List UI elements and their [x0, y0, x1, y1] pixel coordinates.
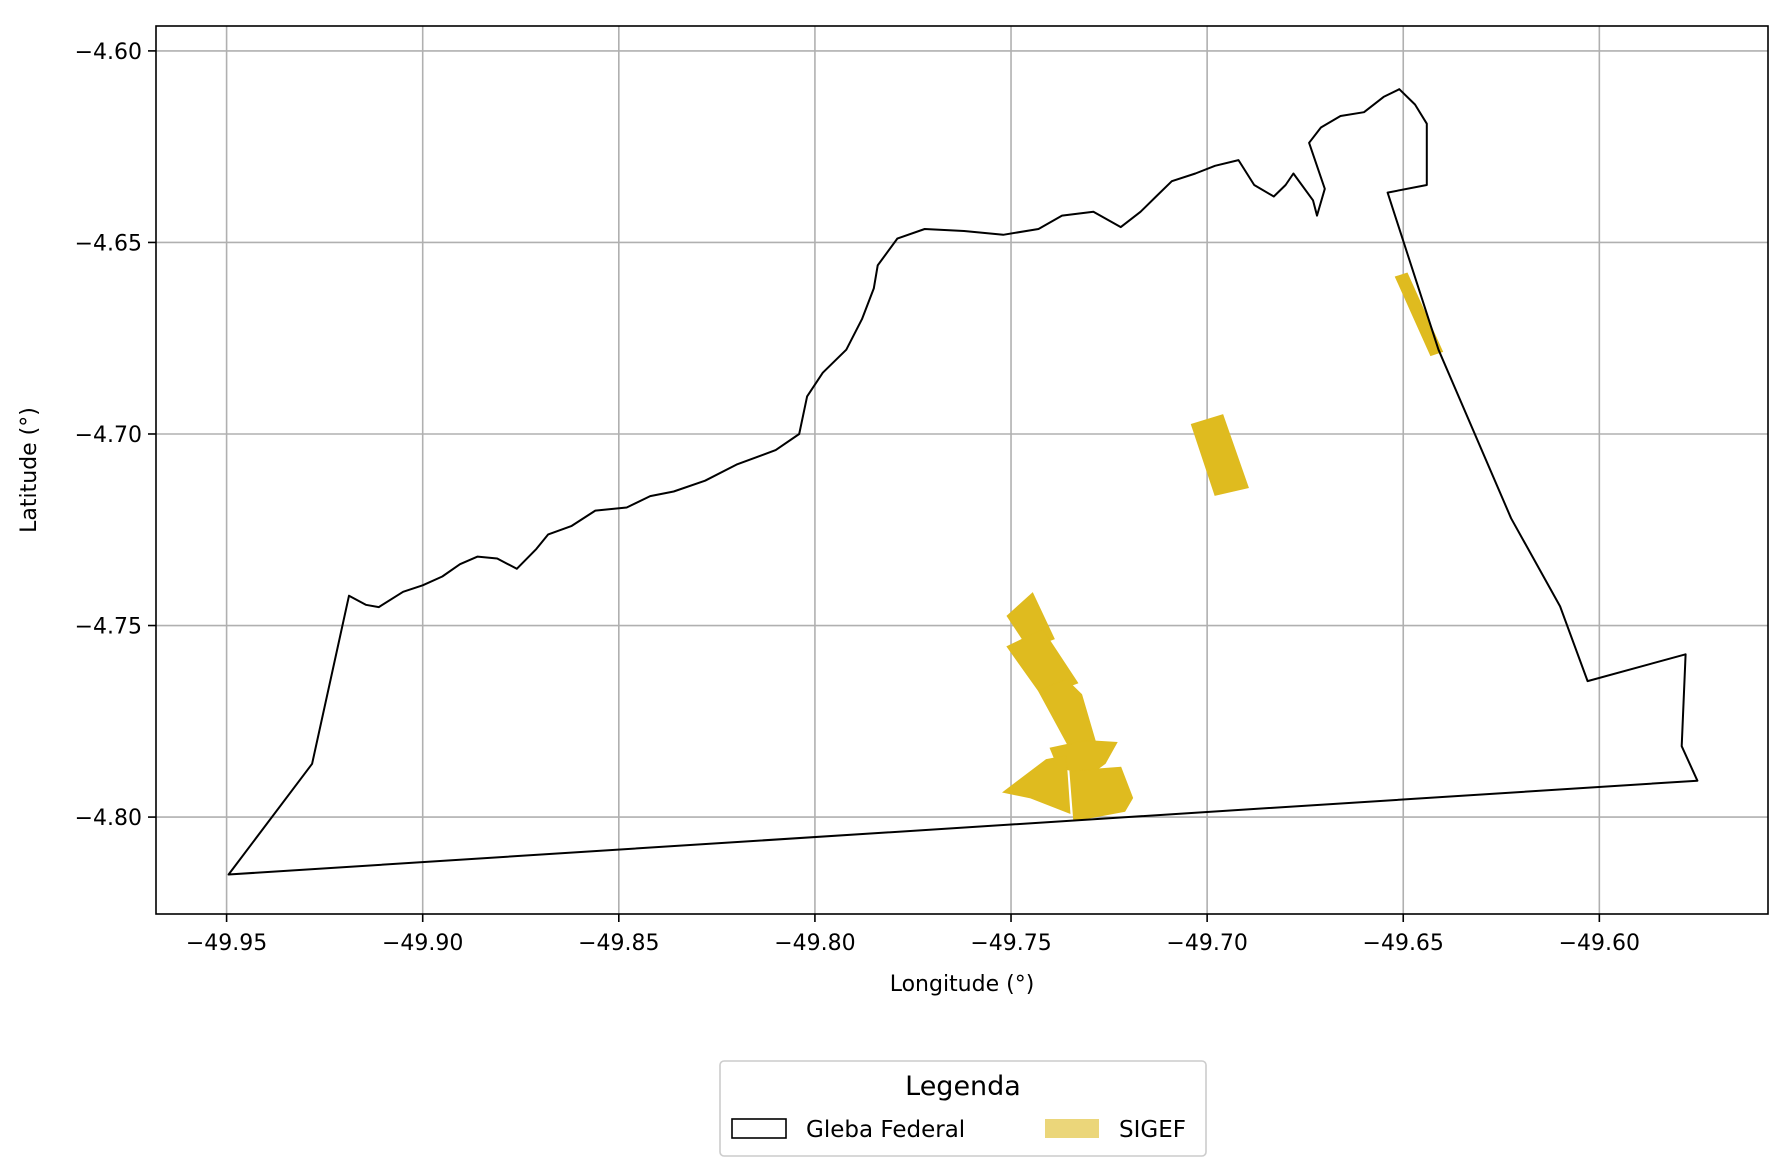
y-tick-label: −4.65 [75, 231, 142, 256]
y-tick-label: −4.80 [75, 806, 142, 831]
x-tick-label: −49.65 [1363, 931, 1444, 956]
y-axis-ticks: −4.60 −4.65 −4.70 −4.75 −4.80 [75, 40, 156, 831]
plot-frame [155, 25, 1769, 915]
x-tick-label: −49.60 [1559, 931, 1640, 956]
x-tick-label: −49.80 [774, 931, 855, 956]
x-axis-label: Longitude (°) [890, 972, 1035, 997]
legend: Legenda Gleba Federal SIGEF [719, 1060, 1207, 1157]
sigef-layer [1002, 272, 1444, 822]
legend-label-gleba-federal: Gleba Federal [806, 1117, 965, 1143]
gleba-federal-layer [227, 88, 1699, 876]
x-axis-ticks: −49.95 −49.90 −49.85 −49.80 −49.75 −49.70 −49.… [186, 914, 1640, 956]
sigef-parcel [1069, 766, 1134, 822]
legend-swatch-gleba-federal [731, 1118, 787, 1139]
y-tick-label: −4.60 [75, 40, 142, 65]
y-axis-label: Latitude (°) [17, 407, 42, 533]
x-tick-label: −49.75 [970, 931, 1051, 956]
x-tick-label: −49.95 [186, 931, 267, 956]
y-tick-label: −4.70 [75, 423, 142, 448]
y-tick-label: −4.75 [75, 615, 142, 640]
sigef-parcel [1002, 755, 1071, 814]
legend-label-sigef: SIGEF [1119, 1117, 1186, 1143]
x-tick-label: −49.70 [1166, 931, 1247, 956]
gleba-federal-boundary [227, 88, 1699, 876]
legend-title: Legenda [905, 1071, 1021, 1102]
grid [156, 26, 1768, 914]
sigef-parcel [1190, 414, 1249, 496]
legend-swatch-sigef [1045, 1119, 1099, 1138]
x-tick-label: −49.90 [382, 931, 463, 956]
x-tick-label: −49.85 [578, 931, 659, 956]
sigef-parcel [1394, 272, 1444, 357]
